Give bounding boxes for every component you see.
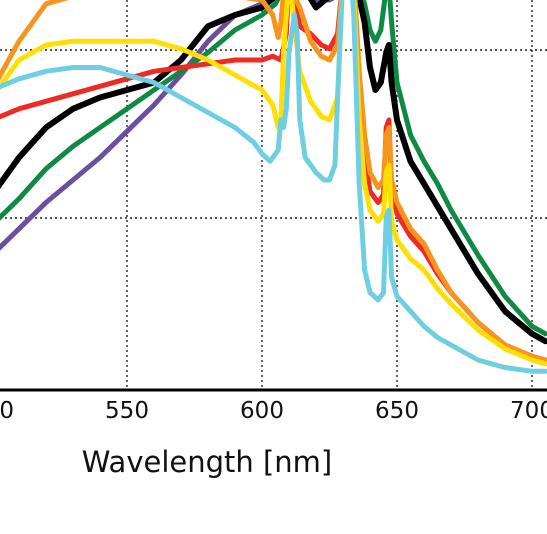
x-tick-label: 700 bbox=[510, 398, 547, 424]
x-tick-label: 650 bbox=[375, 398, 419, 424]
x-axis-title: Wavelength [nm] bbox=[82, 445, 333, 479]
series-line-0 bbox=[0, 0, 547, 363]
x-tick-label: 550 bbox=[105, 398, 149, 424]
series-group bbox=[0, 0, 547, 374]
x-tick-label: 500 bbox=[0, 398, 14, 424]
series-line-6 bbox=[0, 0, 547, 374]
x-tick-label: 600 bbox=[240, 398, 284, 424]
series-line-2 bbox=[0, 0, 547, 337]
x-ticks: 500 550 600 650 700 bbox=[0, 398, 547, 424]
series-line-1 bbox=[0, 0, 547, 345]
series-line-5 bbox=[0, 0, 547, 367]
